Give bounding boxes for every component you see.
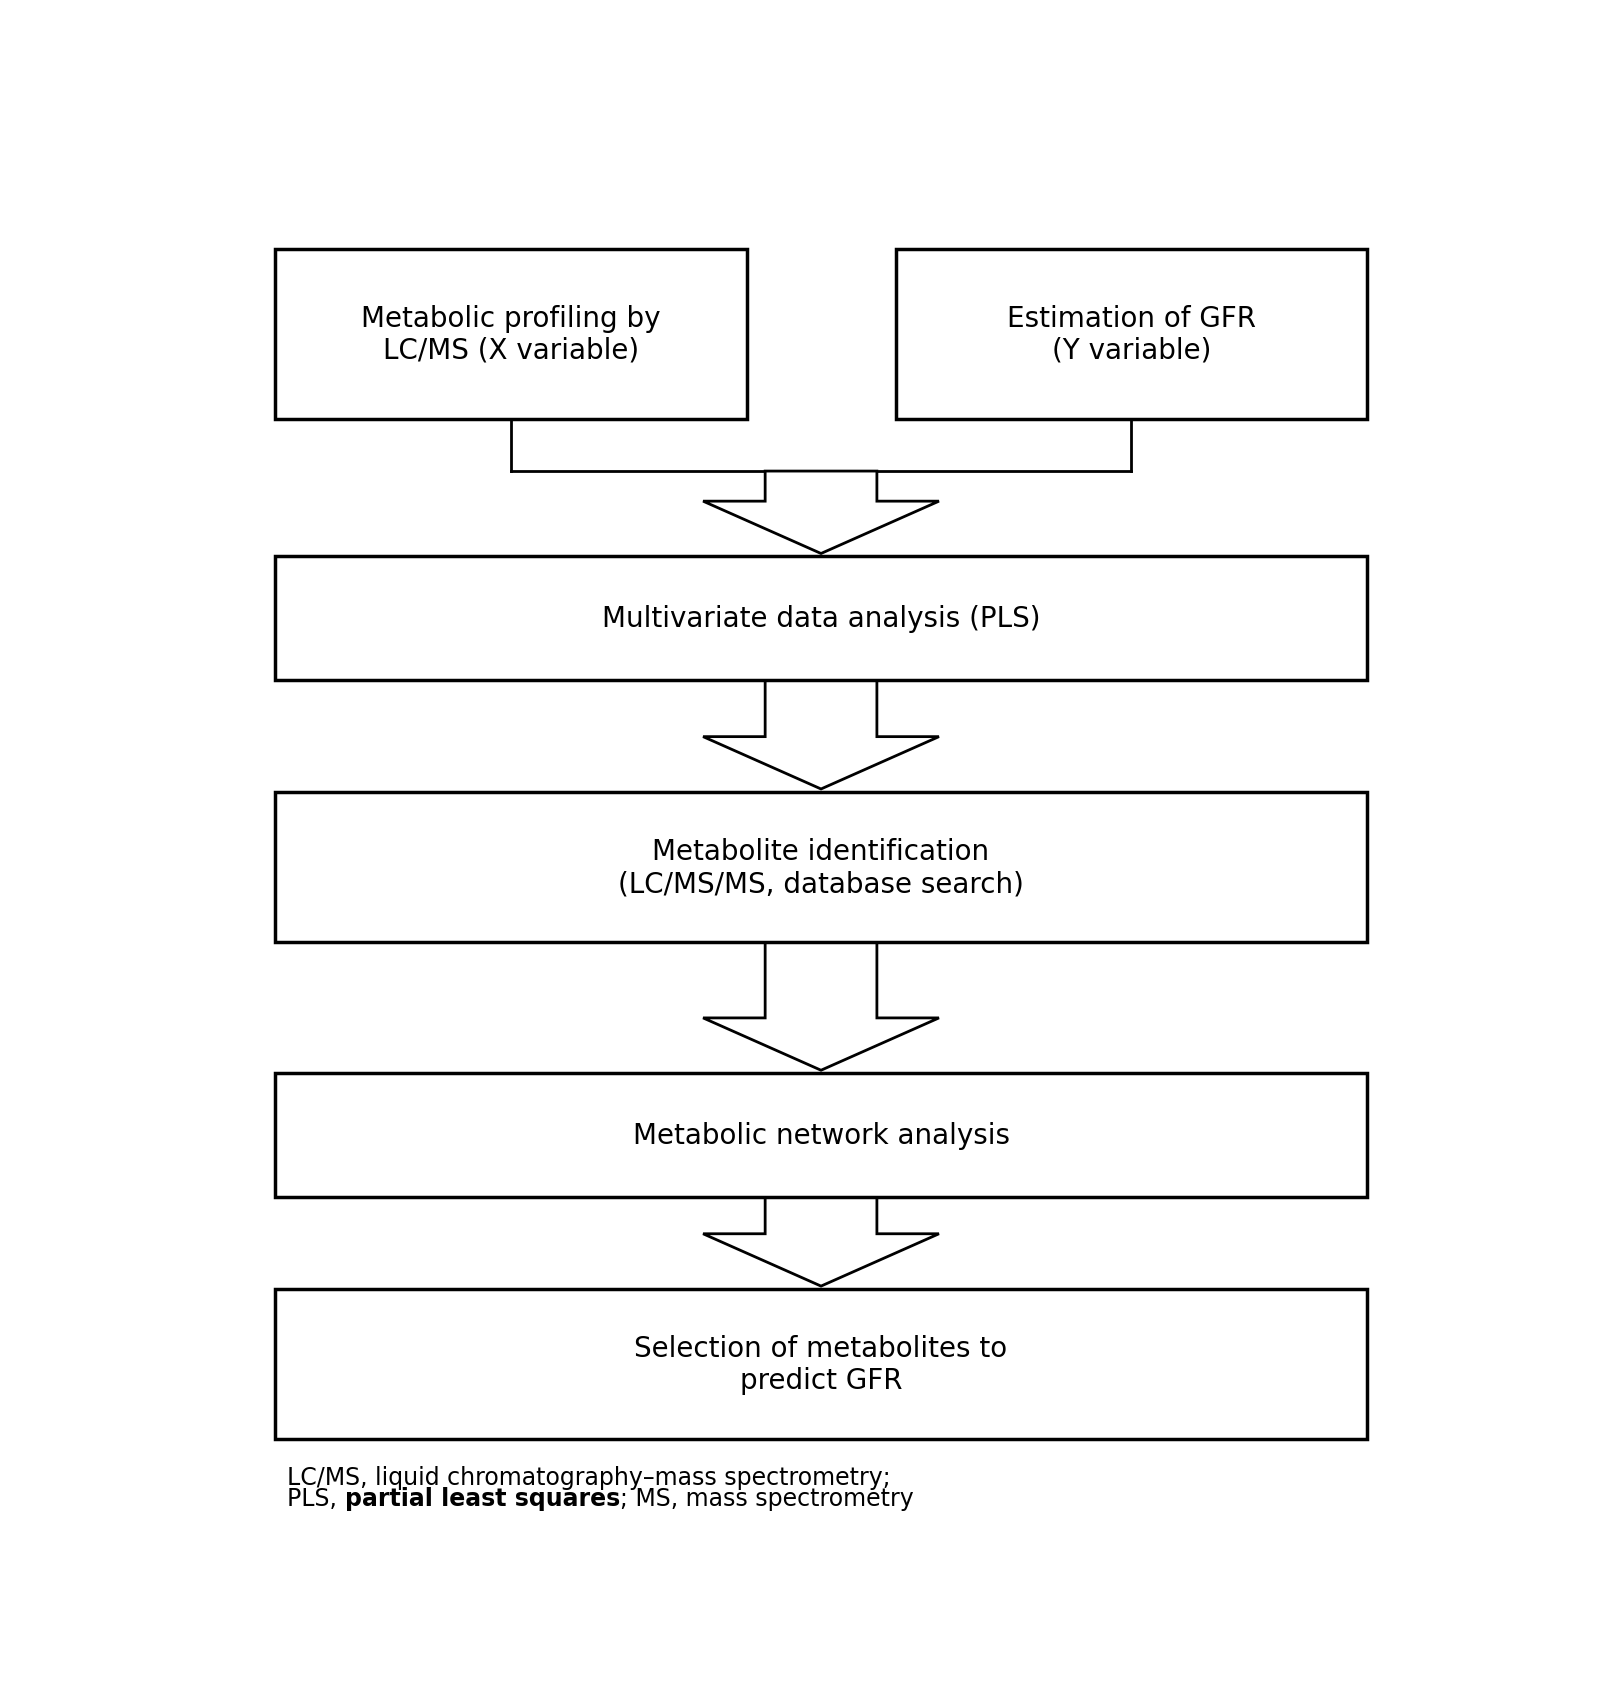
Text: Metabolic profiling by
LC/MS (X variable): Metabolic profiling by LC/MS (X variable… — [360, 304, 660, 365]
FancyBboxPatch shape — [276, 250, 747, 419]
FancyBboxPatch shape — [276, 1073, 1367, 1197]
Text: Selection of metabolites to
predict GFR: Selection of metabolites to predict GFR — [634, 1335, 1008, 1394]
FancyBboxPatch shape — [276, 791, 1367, 942]
Text: Multivariate data analysis (PLS): Multivariate data analysis (PLS) — [602, 604, 1040, 633]
Polygon shape — [703, 472, 939, 554]
Polygon shape — [703, 942, 939, 1071]
FancyBboxPatch shape — [276, 557, 1367, 681]
Text: Metabolic network analysis: Metabolic network analysis — [633, 1121, 1009, 1150]
Polygon shape — [703, 1197, 939, 1287]
Text: PLS,: PLS, — [287, 1486, 344, 1510]
FancyBboxPatch shape — [276, 1289, 1367, 1440]
Polygon shape — [703, 681, 939, 790]
FancyBboxPatch shape — [896, 250, 1368, 419]
Text: LC/MS, liquid chromatography–mass spectrometry;: LC/MS, liquid chromatography–mass spectr… — [287, 1465, 891, 1489]
Text: Metabolite identification
(LC/MS/MS, database search): Metabolite identification (LC/MS/MS, dat… — [618, 837, 1024, 898]
Text: partial least squares: partial least squares — [344, 1486, 620, 1510]
Text: Estimation of GFR
(Y variable): Estimation of GFR (Y variable) — [1008, 304, 1256, 365]
Text: ; MS, mass spectrometry: ; MS, mass spectrometry — [620, 1486, 913, 1510]
